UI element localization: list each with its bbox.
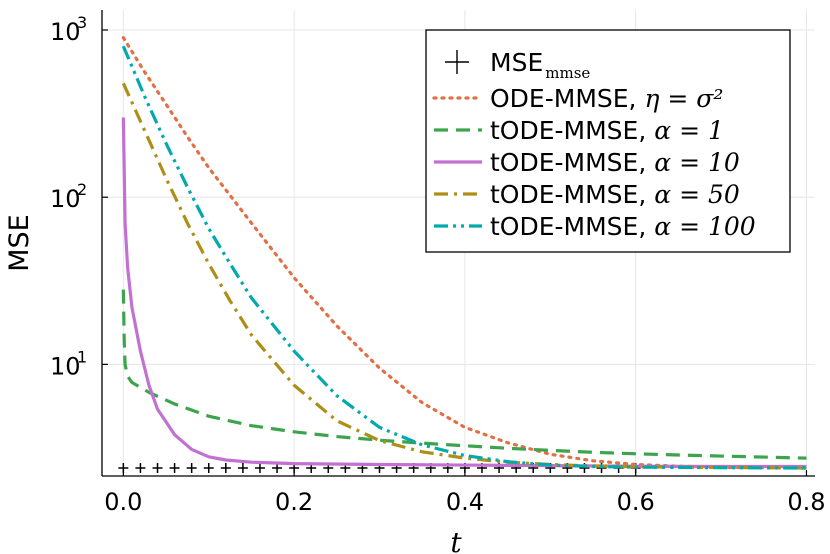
series-line-2: [121, 289, 807, 460]
data-point-plus: [152, 463, 163, 474]
y-tick-label: 10: [50, 352, 81, 380]
y-tick-exponent: 2: [77, 180, 87, 199]
x-tick-label: 0.6: [617, 488, 655, 516]
y-tick-exponent: 1: [77, 347, 87, 366]
y-tick-label: 10: [50, 185, 81, 213]
series-layer: [118, 36, 809, 474]
data-point-plus: [135, 463, 146, 474]
legend-item: ODE-MMSE, η = σ²: [432, 84, 723, 113]
x-tick-label: 0.0: [104, 488, 142, 516]
legend-math: α = 100: [654, 212, 756, 241]
y-tick-exponent: 3: [77, 13, 87, 32]
legend-subscript: mmse: [545, 64, 590, 82]
legend-math: α = 10: [654, 148, 740, 177]
data-point-plus: [203, 463, 214, 474]
y-axis-label: MSE: [4, 214, 35, 272]
data-point-plus: [272, 463, 283, 474]
data-point-plus: [169, 463, 180, 474]
series-line-1: [121, 36, 809, 470]
series-line-5: [121, 45, 807, 470]
legend-symbol-plus: [445, 50, 469, 74]
legend-item: tODE-MMSE, α = 100: [434, 212, 756, 241]
data-point-plus: [220, 463, 231, 474]
legend-label: tODE-MMSE, α = 50: [490, 180, 740, 209]
legend-label: tODE-MMSE, α = 10: [490, 148, 740, 177]
y-tick-label: 10: [50, 18, 81, 46]
x-tick-label: 0.8: [787, 488, 825, 516]
legend-box: [425, 29, 791, 253]
x-tick-label: 0.4: [446, 488, 484, 516]
data-point-plus: [186, 463, 197, 474]
legend-label: tODE-MMSE, α = 100: [490, 212, 756, 241]
x-axis-label: t: [450, 526, 462, 554]
x-tick-label: 0.2: [275, 488, 313, 516]
legend-item: tODE-MMSE, α = 10: [434, 148, 740, 177]
legend-item: tODE-MMSE, α = 50: [434, 180, 740, 209]
data-point-plus: [237, 463, 248, 474]
legend-label: tODE-MMSE, α = 1: [490, 116, 724, 145]
legend-math: α = 50: [654, 180, 740, 209]
legend-label: ODE-MMSE, η = σ²: [490, 84, 723, 113]
data-point-plus: [254, 463, 265, 474]
legend-item: tODE-MMSE, α = 1: [434, 116, 724, 145]
data-point-plus: [118, 463, 129, 474]
legend-math: α = 1: [654, 116, 724, 145]
legend-math: η = σ²: [644, 84, 723, 113]
